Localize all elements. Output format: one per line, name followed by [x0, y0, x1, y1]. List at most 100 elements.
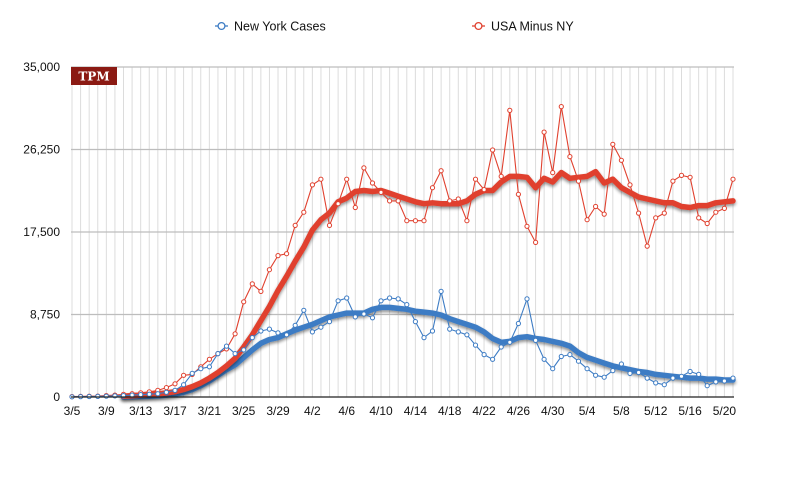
data-point[interactable] [541, 129, 547, 135]
data-point[interactable] [533, 337, 539, 343]
data-point[interactable] [163, 389, 169, 395]
data-point[interactable] [429, 328, 436, 334]
data-point[interactable] [344, 295, 350, 301]
data-point[interactable] [275, 253, 281, 259]
data-point[interactable] [601, 211, 607, 217]
data-point[interactable] [241, 299, 247, 305]
data-point[interactable] [472, 342, 479, 348]
data-point[interactable] [678, 172, 685, 178]
data-point[interactable] [558, 104, 564, 110]
data-point[interactable] [524, 296, 530, 302]
data-point[interactable] [498, 344, 504, 350]
data-point[interactable] [181, 372, 187, 378]
data-point[interactable] [318, 324, 324, 330]
data-point[interactable] [344, 176, 350, 182]
data-point[interactable] [567, 352, 573, 358]
data-point[interactable] [172, 381, 178, 387]
data-point[interactable] [438, 168, 444, 174]
data-point[interactable] [223, 343, 230, 349]
data-point[interactable] [558, 353, 564, 360]
data-point[interactable] [387, 198, 393, 204]
data-point[interactable] [490, 147, 496, 153]
data-point[interactable] [206, 364, 212, 370]
data-point[interactable] [472, 176, 479, 182]
data-point[interactable] [618, 361, 625, 367]
data-point[interactable] [567, 154, 573, 160]
data-point[interactable] [610, 368, 616, 374]
data-point[interactable] [447, 326, 453, 332]
data-point[interactable] [455, 329, 461, 335]
data-point[interactable] [318, 176, 324, 182]
data-point[interactable] [575, 358, 582, 364]
data-point[interactable] [653, 380, 659, 386]
data-point[interactable] [284, 251, 290, 257]
data-point[interactable] [284, 332, 290, 338]
data-point[interactable] [730, 176, 736, 182]
data-point[interactable] [533, 239, 539, 245]
data-point[interactable] [395, 296, 401, 302]
data-point[interactable] [644, 243, 650, 249]
data-point[interactable] [421, 218, 427, 224]
data-point[interactable] [292, 322, 298, 328]
data-point[interactable] [678, 373, 685, 379]
data-point[interactable] [292, 222, 298, 228]
data-point[interactable] [464, 218, 470, 224]
data-point[interactable] [335, 298, 341, 304]
data-point[interactable] [421, 335, 427, 341]
data-point[interactable] [498, 173, 504, 179]
data-point[interactable] [593, 203, 599, 210]
data-point[interactable] [266, 267, 272, 273]
data-point[interactable] [369, 180, 376, 186]
data-point[interactable] [249, 281, 255, 287]
data-point[interactable] [730, 375, 736, 381]
data-point[interactable] [464, 332, 470, 338]
data-point[interactable] [258, 288, 264, 294]
data-point[interactable] [309, 329, 315, 335]
data-point[interactable] [309, 182, 315, 188]
data-point[interactable] [412, 218, 418, 224]
data-point[interactable] [515, 320, 522, 327]
data-point[interactable] [275, 330, 281, 336]
data-point[interactable] [610, 141, 616, 147]
data-point[interactable] [713, 379, 719, 385]
data-point[interactable] [636, 210, 642, 216]
data-point[interactable] [721, 205, 728, 211]
data-point[interactable] [713, 209, 719, 215]
data-point[interactable] [146, 391, 152, 397]
data-point[interactable] [232, 331, 238, 337]
data-point[interactable] [541, 356, 547, 362]
data-point[interactable] [155, 391, 161, 397]
data-point[interactable] [593, 372, 599, 378]
data-point[interactable] [387, 295, 393, 301]
data-point[interactable] [206, 356, 212, 362]
data-point[interactable] [326, 319, 333, 325]
data-point[interactable] [241, 347, 247, 353]
data-point[interactable] [172, 387, 178, 393]
data-point[interactable] [198, 366, 204, 372]
data-point[interactable] [395, 198, 401, 204]
data-point[interactable] [181, 382, 187, 388]
data-point[interactable] [232, 351, 238, 357]
data-point[interactable] [550, 170, 556, 176]
legend-item-usa-minus-ny[interactable]: USA Minus NY [472, 20, 574, 34]
data-point[interactable] [627, 370, 633, 376]
data-point[interactable] [490, 356, 496, 362]
data-point[interactable] [515, 191, 522, 197]
data-point[interactable] [258, 328, 264, 334]
data-point[interactable] [301, 209, 307, 215]
data-point[interactable] [721, 378, 728, 384]
data-point[interactable] [481, 187, 487, 193]
data-point[interactable] [618, 157, 625, 163]
data-point[interactable] [103, 393, 109, 399]
data-point[interactable] [215, 351, 221, 357]
data-point[interactable] [704, 383, 710, 389]
data-point[interactable] [636, 369, 642, 376]
data-point[interactable] [301, 307, 307, 313]
data-point[interactable] [696, 215, 702, 221]
data-point[interactable] [369, 315, 376, 321]
data-point[interactable] [704, 220, 710, 227]
data-point[interactable] [361, 165, 367, 171]
data-point[interactable] [687, 174, 693, 180]
data-point[interactable] [361, 311, 367, 317]
data-point[interactable] [249, 335, 255, 341]
